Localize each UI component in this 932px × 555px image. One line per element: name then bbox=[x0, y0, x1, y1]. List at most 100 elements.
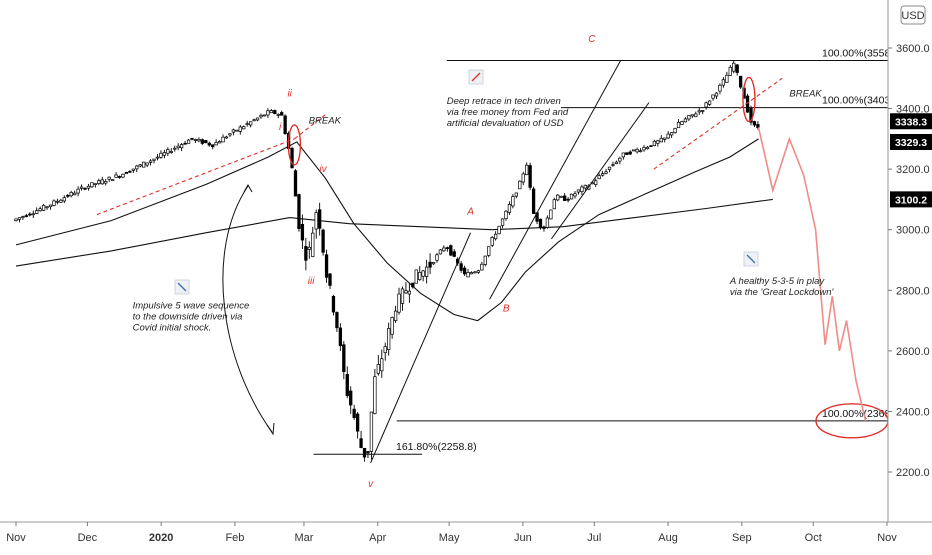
annotation-line: A healthy 5-3-5 in play bbox=[729, 276, 825, 287]
candle-body bbox=[321, 229, 325, 253]
fib-level-label: 100.00%(3558.9) bbox=[822, 47, 903, 59]
candle-body bbox=[749, 107, 753, 123]
moving-average-slow bbox=[15, 198, 773, 267]
candle-body bbox=[311, 232, 315, 257]
candle-body bbox=[204, 140, 208, 144]
price-badge bbox=[890, 191, 932, 208]
candle-body bbox=[404, 290, 408, 294]
candle-body bbox=[383, 346, 387, 353]
candle-body bbox=[324, 254, 329, 278]
candle-body bbox=[442, 247, 446, 252]
candle-body bbox=[473, 271, 477, 274]
candle-body bbox=[231, 129, 236, 133]
candle-body bbox=[573, 193, 577, 197]
candle-body bbox=[704, 102, 708, 108]
candle-body bbox=[342, 344, 346, 373]
candle-body bbox=[224, 136, 229, 139]
candle-body bbox=[469, 272, 474, 275]
candle-body bbox=[280, 112, 284, 116]
annotation-line: via free money from Fed and bbox=[447, 107, 569, 118]
candle-body bbox=[124, 172, 129, 174]
candle-body bbox=[300, 223, 305, 241]
candle-body bbox=[355, 413, 360, 432]
candle-body bbox=[652, 140, 657, 146]
candle-body bbox=[431, 262, 436, 265]
candle-body bbox=[552, 199, 556, 210]
candle-body bbox=[283, 115, 287, 135]
candle-body bbox=[114, 174, 118, 178]
x-tick-label: Jun bbox=[514, 532, 532, 544]
wave-label: iv bbox=[319, 164, 327, 175]
candle-body bbox=[738, 75, 743, 88]
candle-body bbox=[48, 204, 53, 207]
candle-body bbox=[563, 195, 567, 201]
candle-body bbox=[687, 115, 691, 120]
candle-body bbox=[193, 139, 198, 141]
y-tick-label: 3400.0 bbox=[896, 104, 930, 116]
candle-body bbox=[211, 144, 215, 148]
candle-body bbox=[511, 196, 515, 207]
candle-body bbox=[545, 217, 550, 228]
price-badge bbox=[890, 133, 932, 150]
candle-body bbox=[756, 124, 760, 129]
candle-body bbox=[428, 261, 432, 268]
candle-body bbox=[625, 152, 629, 155]
x-tick-label: Sep bbox=[732, 532, 752, 544]
candle-body bbox=[459, 263, 463, 271]
candle-body bbox=[259, 114, 263, 118]
x-tick-label: Feb bbox=[225, 532, 244, 544]
candle-body bbox=[207, 142, 211, 146]
fib-level-label: 100.00%(3403.0) bbox=[822, 95, 903, 107]
candle-body bbox=[380, 358, 384, 372]
candle-body bbox=[293, 170, 298, 197]
price-badge-label: 3329.3 bbox=[895, 137, 927, 149]
candle-body bbox=[135, 165, 139, 170]
wave-label: v bbox=[368, 479, 374, 490]
y-tick-label: 3200.0 bbox=[896, 164, 930, 176]
candle-body bbox=[35, 210, 39, 214]
candle-body bbox=[721, 79, 726, 86]
candle-body bbox=[583, 184, 588, 189]
candle-body bbox=[297, 194, 301, 229]
candle-body bbox=[138, 164, 142, 167]
wave-label: A bbox=[466, 207, 474, 218]
candle-body bbox=[421, 270, 425, 277]
candle-body bbox=[169, 151, 173, 153]
candle-body bbox=[155, 156, 160, 159]
candle-body bbox=[566, 198, 570, 201]
candle-body bbox=[500, 218, 505, 226]
candle-body bbox=[221, 136, 225, 143]
candle-body bbox=[66, 195, 70, 197]
candle-body bbox=[373, 376, 377, 414]
candle-body bbox=[594, 180, 598, 185]
candle-body bbox=[248, 121, 253, 126]
candle-body bbox=[642, 147, 646, 151]
candle-body bbox=[690, 114, 694, 117]
note-icon-glyph bbox=[177, 282, 187, 292]
candle-body bbox=[673, 128, 677, 133]
candle-body bbox=[556, 194, 560, 201]
candle-body bbox=[190, 137, 194, 140]
candle-body bbox=[504, 210, 508, 220]
candle-body bbox=[131, 168, 135, 171]
candle-body bbox=[62, 197, 66, 202]
wave-arrowhead-top bbox=[243, 183, 253, 193]
candle-body bbox=[714, 92, 719, 97]
candle-body bbox=[390, 317, 394, 335]
annotation-text: Deep retrace in tech driven via free mone… bbox=[447, 96, 569, 129]
candle-body bbox=[752, 121, 757, 126]
candle-body bbox=[28, 213, 32, 216]
candle-body bbox=[697, 110, 701, 113]
wave-label: C bbox=[588, 34, 596, 45]
candle-body bbox=[45, 206, 49, 209]
candle-body bbox=[611, 164, 615, 166]
candle-body bbox=[525, 164, 529, 176]
candle-body bbox=[176, 145, 180, 149]
candle-body bbox=[449, 245, 453, 256]
candle-body bbox=[79, 186, 84, 189]
candle-body bbox=[110, 179, 115, 181]
candle-body bbox=[445, 247, 449, 249]
wave-arrowhead bbox=[266, 422, 275, 436]
